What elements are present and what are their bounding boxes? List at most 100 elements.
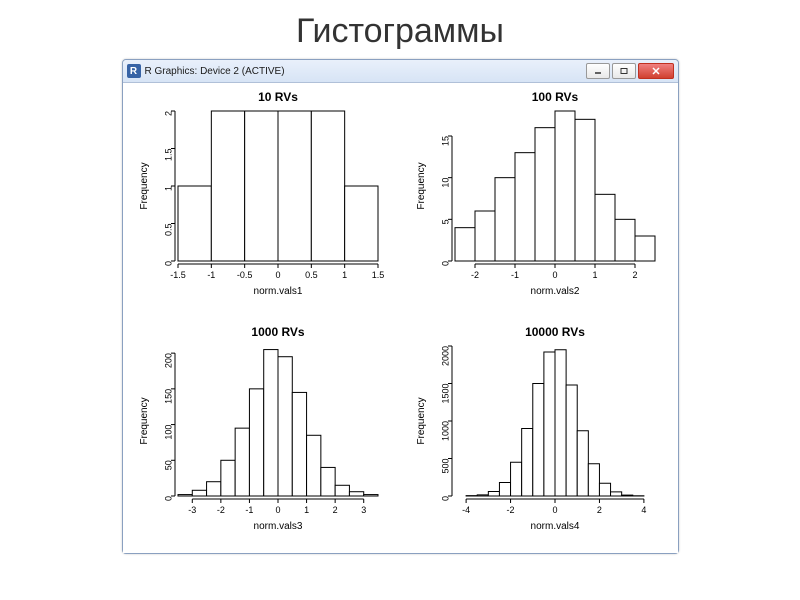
x-tick-label: 0 bbox=[552, 270, 557, 280]
x-tick-label: -3 bbox=[188, 505, 196, 515]
histogram-grid: 10 RVs -1.5 -1 -0.5 0 0.5 1 1.5 norm.vals1 0 0.5 1 1… bbox=[123, 83, 678, 553]
histogram-bar bbox=[499, 483, 510, 497]
x-tick-label: 0 bbox=[275, 505, 280, 515]
histogram-bar bbox=[521, 429, 532, 497]
histogram-bar bbox=[615, 219, 635, 261]
histogram-c10: 10 RVs-1.5-1-0.500.511.5norm.vals100.511… bbox=[139, 90, 384, 297]
maximize-button[interactable] bbox=[612, 63, 636, 79]
x-tick-label: 2 bbox=[632, 270, 637, 280]
x-tick-label: 3 bbox=[361, 505, 366, 515]
x-tick-label: -2 bbox=[216, 505, 224, 515]
y-tick-label: 500 bbox=[440, 459, 450, 474]
histogram-c10000: 10000 RVs-4-2024norm.vals405001000150020… bbox=[416, 325, 646, 532]
histogram-bar bbox=[278, 357, 292, 496]
page-title: Гистограммы bbox=[0, 12, 800, 51]
histogram-bar bbox=[206, 482, 220, 496]
x-tick-label: 0.5 bbox=[305, 270, 318, 280]
histogram-bar bbox=[344, 186, 377, 261]
x-tick-label: -1 bbox=[207, 270, 215, 280]
histogram-bar bbox=[278, 111, 311, 261]
histogram-bar bbox=[211, 111, 244, 261]
x-tick-label: -2 bbox=[506, 505, 514, 515]
x-tick-label: 1 bbox=[342, 270, 347, 280]
histogram-bar bbox=[515, 153, 535, 261]
histogram-bar bbox=[532, 384, 543, 497]
y-tick-label: 100 bbox=[163, 425, 173, 440]
r-graphics-window: R R Graphics: Device 2 (ACTIVE) 10 RVs -1… bbox=[122, 59, 679, 554]
x-axis-label: norm.vals4 bbox=[530, 521, 579, 532]
histogram-bar bbox=[455, 228, 475, 261]
histogram-bar bbox=[575, 119, 595, 261]
histogram-bar bbox=[349, 492, 363, 496]
histogram-bar bbox=[244, 111, 277, 261]
y-tick-label: 2000 bbox=[440, 346, 450, 366]
histogram-bar bbox=[477, 495, 488, 496]
y-tick-label: 1 bbox=[163, 186, 173, 191]
histogram-bar bbox=[555, 350, 566, 496]
plot-area: 10 RVs -1.5 -1 -0.5 0 0.5 1 1.5 norm.vals1 0 0.5 1 1… bbox=[123, 83, 678, 553]
histogram-bar bbox=[543, 352, 554, 496]
x-tick-label: 2 bbox=[596, 505, 601, 515]
x-axis-label: norm.vals3 bbox=[253, 521, 302, 532]
histogram-bar bbox=[335, 485, 349, 496]
y-tick-label: 1500 bbox=[440, 384, 450, 404]
x-axis-label: norm.vals2 bbox=[530, 286, 579, 297]
histogram-bar bbox=[566, 385, 577, 496]
window-controls bbox=[586, 63, 674, 79]
histogram-bar bbox=[535, 128, 555, 261]
y-axis-label: Frequency bbox=[139, 397, 150, 444]
x-tick-label: -2 bbox=[470, 270, 478, 280]
histogram-bar bbox=[595, 194, 615, 261]
histogram-bar bbox=[311, 111, 344, 261]
y-tick-label: 150 bbox=[163, 389, 173, 404]
histogram-bar bbox=[510, 462, 521, 496]
y-axis-label: Frequency bbox=[416, 162, 427, 209]
close-button[interactable] bbox=[638, 63, 674, 79]
histogram-bar bbox=[320, 467, 334, 496]
x-tick-label: 1 bbox=[304, 505, 309, 515]
x-tick-label: 1.5 bbox=[371, 270, 384, 280]
r-app-icon: R bbox=[127, 64, 141, 78]
minimize-button[interactable] bbox=[586, 63, 610, 79]
chart-title: 100 RVs bbox=[531, 90, 578, 104]
histogram-bar bbox=[178, 186, 211, 261]
x-tick-label: 4 bbox=[641, 505, 646, 515]
y-tick-label: 5 bbox=[440, 219, 450, 224]
histogram-c1000: 1000 RVs-3-2-10123norm.vals3050100150200… bbox=[139, 325, 378, 532]
histogram-bar bbox=[235, 428, 249, 496]
x-tick-label: -1 bbox=[510, 270, 518, 280]
y-tick-label: 50 bbox=[163, 460, 173, 470]
y-tick-label: 0 bbox=[440, 496, 450, 501]
histogram-bar bbox=[249, 389, 263, 496]
histogram-bar bbox=[220, 460, 234, 496]
x-tick-label: 1 bbox=[592, 270, 597, 280]
x-tick-label: 0 bbox=[552, 505, 557, 515]
y-tick-label: 0.5 bbox=[163, 224, 173, 237]
y-tick-label: 15 bbox=[440, 136, 450, 146]
x-tick-label: 0 bbox=[275, 270, 280, 280]
window-title: R Graphics: Device 2 (ACTIVE) bbox=[145, 66, 586, 77]
histogram-bar bbox=[555, 111, 575, 261]
y-tick-label: 200 bbox=[163, 353, 173, 368]
y-axis-label: Frequency bbox=[139, 162, 150, 209]
chart-title: 1000 RVs bbox=[251, 325, 304, 339]
y-tick-label: 10 bbox=[440, 178, 450, 188]
histogram-bar bbox=[306, 435, 320, 496]
x-tick-label: -0.5 bbox=[236, 270, 252, 280]
x-tick-label: -1 bbox=[245, 505, 253, 515]
y-tick-label: 0 bbox=[163, 261, 173, 266]
histogram-bar bbox=[588, 464, 599, 496]
histogram-bar bbox=[577, 431, 588, 496]
chart-title: 10000 RVs bbox=[525, 325, 585, 339]
window-titlebar[interactable]: R R Graphics: Device 2 (ACTIVE) bbox=[123, 60, 678, 83]
histogram-bar bbox=[178, 495, 192, 496]
histogram-bar bbox=[363, 495, 377, 496]
histogram-c100: 100 RVs-2-1012norm.vals2051015Frequency bbox=[416, 90, 655, 297]
x-tick-label: -1.5 bbox=[170, 270, 186, 280]
histogram-bar bbox=[495, 178, 515, 261]
x-axis-label: norm.vals1 bbox=[253, 286, 302, 297]
y-axis-label: Frequency bbox=[416, 397, 427, 444]
histogram-bar bbox=[599, 483, 610, 496]
chart-title: 10 RVs bbox=[258, 90, 298, 104]
histogram-bar bbox=[475, 211, 495, 261]
